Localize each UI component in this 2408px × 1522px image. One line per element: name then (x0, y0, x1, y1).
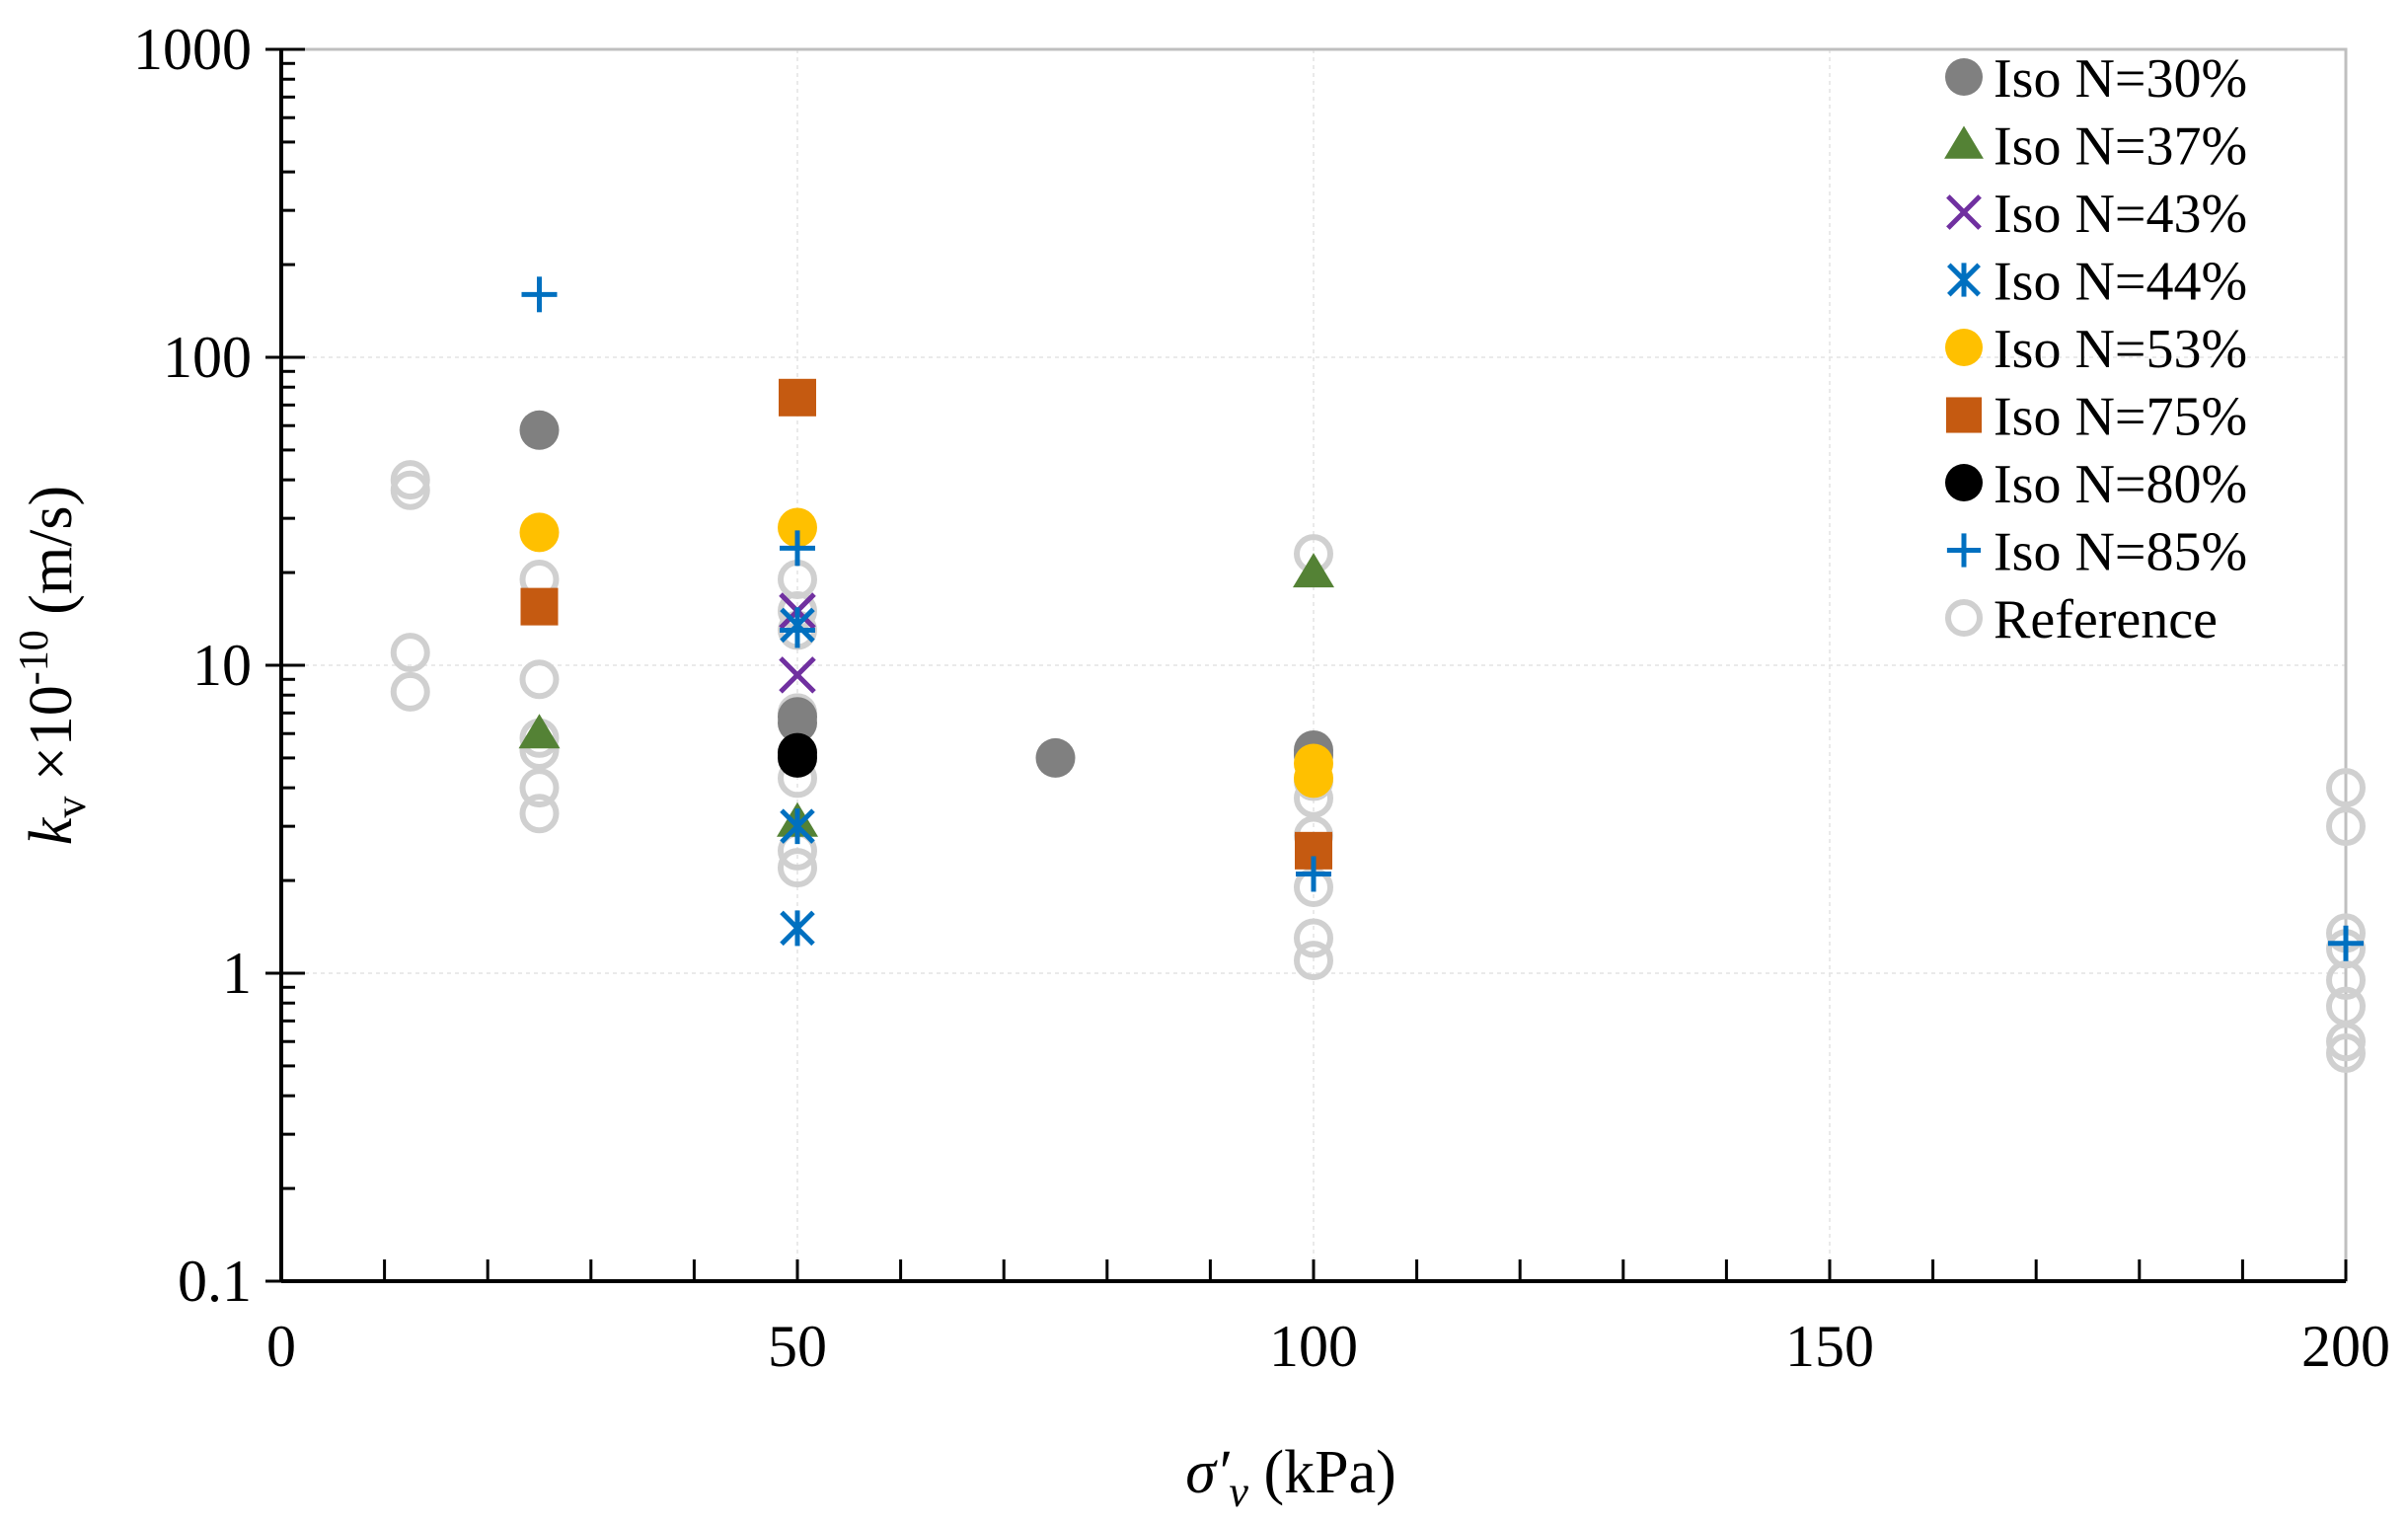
legend-label: Reference (1994, 589, 2218, 650)
legend-item: Reference (1945, 589, 2218, 650)
data-point (2326, 768, 2366, 808)
legend-marker (1945, 58, 1983, 96)
x-axis-title-symbol: σ′ (1185, 1439, 1231, 1506)
legend-label: Iso N=53% (1994, 319, 2247, 380)
series-iso-n-53 (519, 507, 1333, 799)
x-tick-label: 200 (2301, 1314, 2390, 1379)
legend-item: Iso N=37% (1944, 116, 2247, 178)
x-tick-label: 150 (1785, 1314, 1874, 1379)
data-point (1293, 553, 1334, 588)
legend-item: Iso N=44% (1947, 252, 2247, 313)
data-point (518, 714, 561, 749)
legend-marker (1945, 464, 1983, 501)
legend-item: Iso N=53% (1945, 319, 2247, 380)
data-point (779, 378, 816, 417)
data-point (780, 530, 815, 567)
y-axis-title-subscript: v (46, 797, 95, 818)
data-point (778, 848, 817, 888)
legend-marker (1945, 397, 1983, 433)
data-point (2326, 1022, 2366, 1062)
legend-item: Iso N=30% (1945, 48, 2247, 110)
data-point (778, 703, 817, 743)
data-point (390, 460, 430, 500)
y-tick-label: 100 (163, 325, 252, 390)
y-axis-title-unit: (m/s) (18, 486, 85, 615)
legend-label: Iso N=44% (1994, 252, 2247, 313)
data-point (2328, 925, 2364, 961)
legend-item: Iso N=80% (1945, 454, 2247, 515)
y-tick-label: 10 (192, 633, 252, 698)
data-point (1035, 737, 1076, 778)
legend-marker (1946, 533, 1982, 568)
legend-item: Iso N=75% (1945, 387, 2247, 448)
data-point (520, 587, 559, 626)
y-tick-label: 1000 (133, 17, 252, 82)
y-axis-title-symbol: k (18, 816, 85, 845)
series-iso-n-85 (521, 276, 2364, 961)
legend-label: Iso N=30% (1994, 48, 2247, 110)
x-tick-label: 0 (266, 1314, 296, 1379)
data-point (519, 768, 560, 808)
data-point (519, 512, 560, 553)
y-tick-label: 1 (222, 941, 252, 1006)
data-point (2326, 1033, 2366, 1074)
data-point (1294, 918, 1333, 958)
data-point (521, 276, 558, 313)
x-tick-label: 100 (1269, 1314, 1358, 1379)
data-point (780, 910, 815, 947)
legend-marker (1946, 194, 1982, 230)
data-point (519, 659, 560, 700)
data-point (1294, 941, 1333, 981)
legend-label: Iso N=80% (1994, 454, 2247, 515)
data-point (779, 656, 816, 694)
data-point (778, 732, 817, 773)
x-tick-label: 50 (768, 1314, 827, 1379)
legend-label: Iso N=85% (1994, 522, 2247, 583)
legend-label: Iso N=43% (1994, 184, 2247, 245)
data-point (2326, 806, 2366, 847)
legend-marker (1945, 329, 1983, 366)
series-iso-n-75 (520, 378, 1332, 870)
y-axis-title: kv ×10-10 (m/s) (12, 486, 95, 845)
legend: Iso N=30%Iso N=37%Iso N=43%Iso N=44%Iso … (1944, 48, 2247, 650)
y-axis-title-exponent: -10 (12, 630, 57, 685)
legend-marker (1945, 599, 1983, 637)
x-axis-title-unit: (kPa) (1263, 1439, 1395, 1506)
legend-item: Iso N=43% (1946, 184, 2247, 245)
series-iso-n-80 (778, 732, 817, 778)
data-point (519, 410, 560, 450)
data-points (390, 276, 2366, 1074)
data-point (1296, 856, 1331, 892)
data-point (2326, 959, 2366, 1000)
data-point (390, 470, 430, 510)
y-tick-label: 0.1 (178, 1249, 252, 1314)
legend-label: Iso N=75% (1994, 387, 2247, 448)
x-axis-title: σ′v (kPa) (1185, 1439, 1395, 1516)
axes: 0 50 100 150 200 0.1 1 10 100 1000 (133, 17, 2390, 1379)
data-point (390, 633, 430, 673)
data-point (780, 612, 815, 648)
data-point (390, 671, 430, 712)
data-point (519, 794, 560, 834)
legend-marker (1944, 125, 1984, 159)
x-axis-title-subscript: v (1229, 1468, 1248, 1516)
y-axis-title-factor: ×10 (18, 685, 85, 781)
data-point (1294, 758, 1333, 799)
data-point (780, 808, 815, 845)
gridlines (281, 49, 2346, 1281)
legend-item: Iso N=85% (1946, 522, 2247, 583)
legend-marker (1947, 263, 1981, 297)
data-point (778, 507, 817, 548)
legend-label: Iso N=37% (1994, 116, 2247, 178)
